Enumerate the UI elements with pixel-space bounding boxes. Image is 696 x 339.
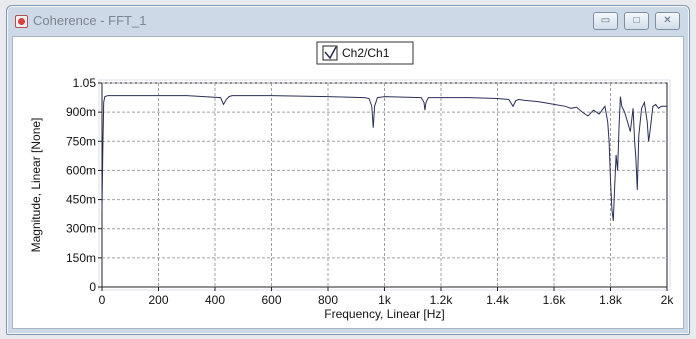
title-bar[interactable]: Coherence - FFT_1 ▭ □ ✕ [7,6,689,36]
coherence-window: Coherence - FFT_1 ▭ □ ✕ 0 150m 300m 450m 600… [6,5,690,335]
legend-label: Ch2/Ch1 [342,46,390,60]
x-tick-label: 1.6k [543,293,567,307]
x-tick-label: 200 [148,293,168,307]
legend-check-icon [324,46,337,60]
y-tick-label: 150m [66,251,96,265]
minimize-icon: ▭ [600,15,611,26]
legend-checkbox [322,45,338,61]
legend: Ch2/Ch1 [316,41,414,65]
y-tick-label: 750m [66,134,96,148]
x-tick-label: 400 [205,293,225,307]
chart-panel: 0 150m 300m 450m 600m 750m 900m 1.05 0 200 400 600 8… [12,36,684,329]
x-tick-label: 600 [261,293,281,307]
x-tick-label: 0 [99,293,106,307]
x-axis-label: Frequency, Linear [Hz] [324,307,445,321]
legend-box [316,41,414,65]
x-tick-label: 1k [378,293,392,307]
y-tick-label: 300m [66,222,96,236]
y-tick-label: 1.05 [73,76,97,90]
x-tick-label: 2k [661,293,675,307]
y-tick-label: 900m [66,105,96,119]
y-tick-label: 450m [66,193,96,207]
maximize-button[interactable]: □ [624,12,649,30]
x-tick-label: 1.2k [430,293,454,307]
window-title: Coherence - FFT_1 [33,13,147,28]
y-tick-label: 0 [89,280,96,294]
app-icon [15,15,28,28]
maximize-icon: □ [633,15,640,26]
x-tick-label: 1.8k [599,293,623,307]
x-tick-label: 800 [318,293,338,307]
close-button[interactable]: ✕ [655,12,680,30]
minimize-button[interactable]: ▭ [593,12,618,30]
y-axis-label: Magnitude, Linear [None] [29,118,43,253]
close-icon: ✕ [663,15,672,26]
coherence-chart[interactable]: 0 150m 300m 450m 600m 750m 900m 1.05 0 200 400 600 8… [13,37,683,328]
series-line-ch2-ch1 [101,95,667,221]
x-tick-label: 1.4k [486,293,510,307]
y-tick-label: 600m [66,163,96,177]
